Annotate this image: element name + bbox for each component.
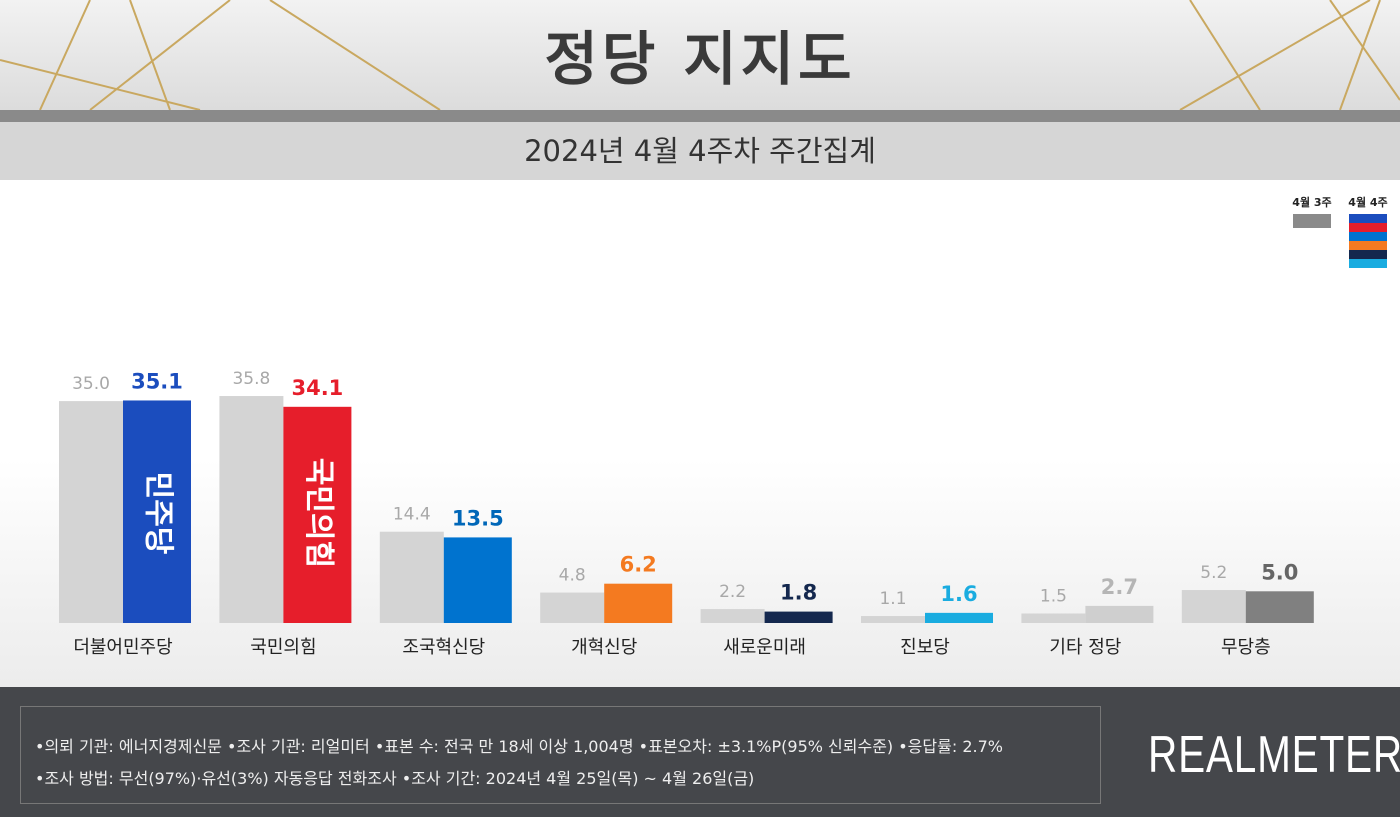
survey-info-box: •의뢰 기관: 에너지경제신문 •조사 기관: 리얼미터 •표본 수: 전국 만…: [20, 706, 1101, 804]
bar-prev: [1181, 590, 1246, 623]
survey-info-line1: •의뢰 기관: 에너지경제신문 •조사 기관: 리얼미터 •표본 수: 전국 만…: [35, 737, 1003, 756]
value-label-prev: 5.2: [1200, 563, 1227, 583]
category-label: 조국혁신당: [402, 637, 485, 658]
value-label-current: 35.1: [131, 369, 183, 393]
legend-swatch-band: [1349, 223, 1387, 232]
bar-prev: [540, 592, 605, 623]
bar-prev: [861, 616, 925, 623]
bar-prev: [219, 396, 284, 623]
value-label-prev: 1.5: [1040, 586, 1067, 606]
value-label-current: 6.2: [620, 553, 657, 577]
category-label: 기타 정당: [1049, 637, 1121, 658]
legend-swatch-stack: [1349, 214, 1387, 268]
bar-current: [1085, 605, 1154, 623]
value-label-prev: 4.8: [559, 566, 586, 586]
value-label-current: 34.1: [291, 376, 343, 400]
category-label: 국민의힘: [250, 637, 316, 658]
footer: •의뢰 기관: 에너지경제신문 •조사 기관: 리얼미터 •표본 수: 전국 만…: [0, 687, 1400, 817]
value-label-prev: 35.0: [72, 374, 110, 394]
category-label: 더불어민주당: [73, 637, 172, 658]
category-label: 무당층: [1221, 637, 1271, 658]
legend-swatch-band: [1349, 241, 1387, 250]
bar-prev: [379, 531, 444, 623]
value-label-current: 1.6: [940, 582, 977, 606]
legend-swatch-band: [1349, 250, 1387, 259]
legend-label: 4월 4주: [1348, 196, 1388, 209]
subtitle: 2024년 4월 4주차 주간집계: [0, 122, 1400, 180]
legend-swatch-band: [1349, 214, 1387, 223]
value-label-current: 5.0: [1261, 560, 1298, 584]
value-label-prev: 35.8: [232, 369, 270, 389]
value-label-current: 13.5: [452, 506, 504, 530]
bar-current: [764, 611, 833, 623]
party-logo: 민주당: [141, 472, 176, 555]
value-label-prev: 1.1: [879, 589, 906, 609]
header-banner: 정당 지지도: [0, 0, 1400, 110]
category-label: 개혁신당: [571, 637, 637, 658]
category-label: 진보당: [900, 637, 950, 658]
legend-item-prev: 4월 3주: [1290, 194, 1334, 228]
value-label-current: 1.8: [780, 581, 817, 605]
bar-current: [604, 583, 673, 623]
bar-current: [123, 400, 191, 623]
gold-lines-decoration: [0, 0, 1400, 110]
category-label: 새로운미래: [723, 637, 806, 658]
bar-prev: [59, 401, 123, 623]
legend-item-current: 4월 4주: [1346, 194, 1390, 268]
bar-current: [283, 406, 352, 623]
legend-swatch-band: [1349, 232, 1387, 241]
legend-swatch: [1293, 214, 1331, 228]
legend-label: 4월 3주: [1292, 196, 1332, 209]
bar-current: [925, 612, 993, 623]
value-label-prev: 2.2: [719, 582, 746, 602]
chart-area: 4월 3주 4월 4주 35.0 35.1 더불어민주당 35.8 34.1 국민의힘 14…: [0, 180, 1400, 687]
bar-prev: [1021, 613, 1086, 623]
party-logo: 국민의힘: [301, 458, 336, 568]
page-title: 정당 지지도: [544, 25, 856, 93]
bar-current: [1245, 591, 1314, 623]
realmeter-logo: REALMETER: [1148, 726, 1400, 784]
bar-prev: [700, 609, 765, 623]
value-label-prev: 14.4: [393, 505, 431, 525]
value-label-current: 2.7: [1101, 575, 1138, 599]
survey-info-line2: •조사 방법: 무선(97%)·유선(3%) 자동응답 전화조사 •조사 기간:…: [35, 769, 755, 788]
bar-chart: 35.0 35.1 더불어민주당 35.8 34.1 국민의힘 14.4 13.5 조국혁신당 4…: [59, 369, 1314, 658]
legend-swatch-band: [1349, 259, 1387, 268]
divider: [0, 110, 1400, 122]
bar-current: [443, 537, 512, 623]
